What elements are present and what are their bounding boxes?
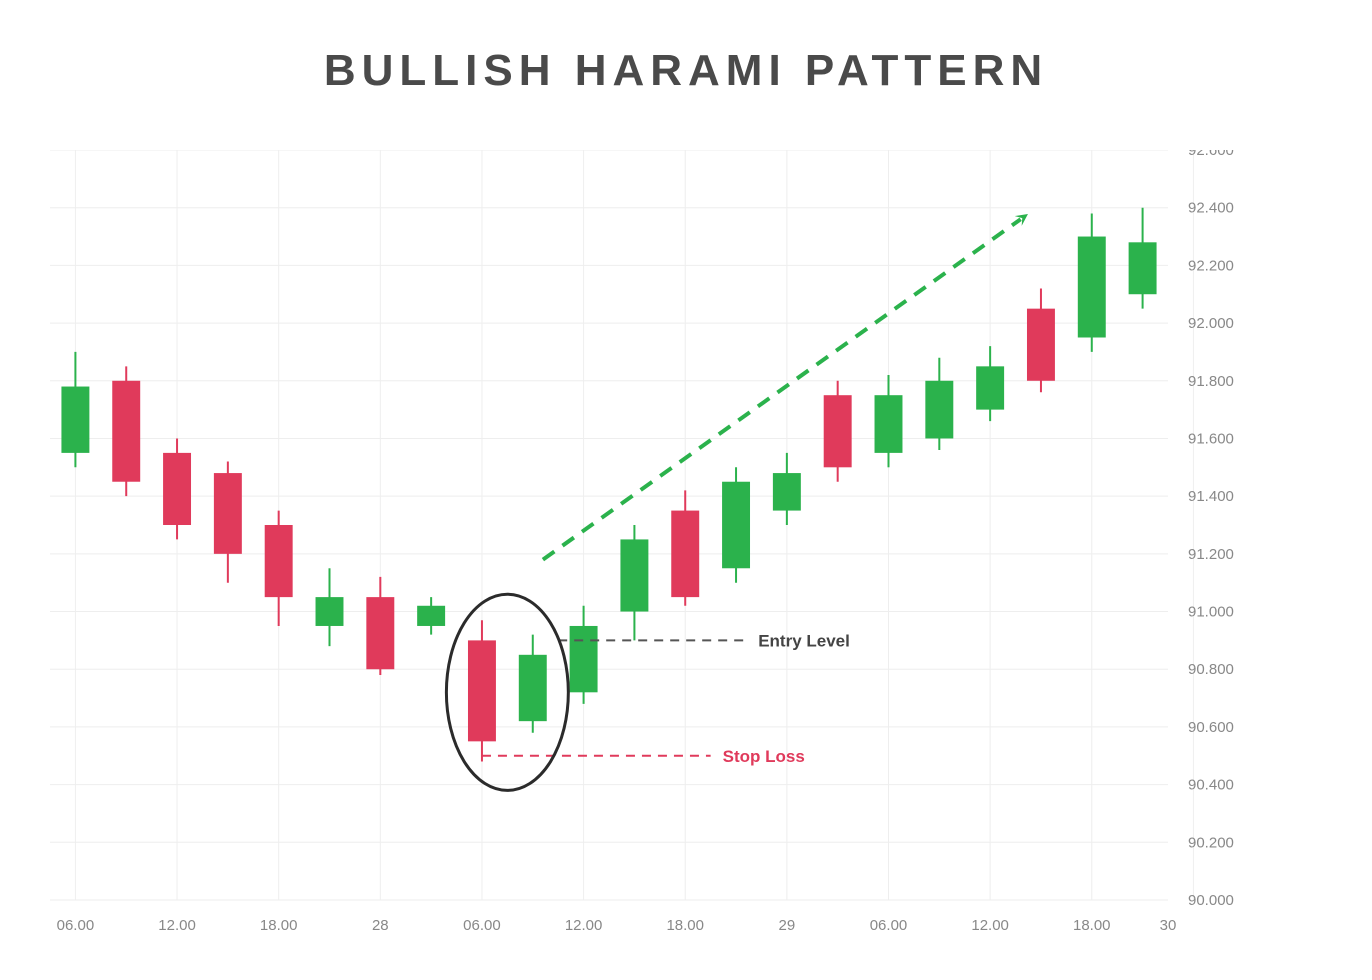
- y-axis: 92.600 92.400 92.200 92.000 91.800 91.600 91.4…: [1188, 150, 1234, 909]
- y-tick-label: 91.000: [1188, 604, 1234, 621]
- x-tick-label: 12.00: [158, 917, 196, 934]
- candle-bear: [163, 453, 191, 525]
- y-tick-label: 92.600: [1188, 150, 1234, 159]
- y-tick-label: 91.800: [1188, 373, 1234, 390]
- candlestick-chart: 92.600 92.400 92.200 92.000 91.800 91.600 91.4…: [50, 150, 1322, 930]
- candle-bull: [61, 387, 89, 453]
- entry-level-label: Entry Level: [758, 631, 850, 650]
- y-tick-label: 90.600: [1188, 719, 1234, 736]
- x-tick-label: 29: [779, 917, 796, 934]
- x-tick-label: 06.00: [870, 917, 908, 934]
- candle-bear: [1027, 309, 1055, 381]
- candle-bull: [1078, 237, 1106, 338]
- candle-bull: [570, 626, 598, 692]
- y-tick-label: 90.800: [1188, 661, 1234, 678]
- x-tick-label: 06.00: [57, 917, 95, 934]
- candle-bear: [366, 597, 394, 669]
- x-axis: 06.00 12.00 18.00 28 06.00 12.00 18.00 29 06.00 1…: [57, 917, 1177, 934]
- y-tick-label: 92.000: [1188, 315, 1234, 332]
- candle-bull: [976, 366, 1004, 409]
- x-tick-label: 18.00: [1073, 917, 1111, 934]
- y-tick-label: 91.200: [1188, 546, 1234, 563]
- x-tick-label: 06.00: [463, 917, 501, 934]
- y-tick-label: 92.400: [1188, 200, 1234, 217]
- candle-bull: [316, 597, 344, 626]
- candle-bull: [620, 539, 648, 611]
- candle-bull: [773, 473, 801, 511]
- candle-bull: [875, 395, 903, 453]
- page-title: BULLISH HARAMI PATTERN: [0, 46, 1372, 96]
- candles: [61, 208, 1156, 762]
- candle-bear: [112, 381, 140, 482]
- candle-bear: [824, 395, 852, 467]
- candle-bear: [214, 473, 242, 554]
- y-tick-label: 90.200: [1188, 834, 1234, 851]
- pattern-circle: [446, 594, 568, 790]
- y-tick-label: 91.400: [1188, 488, 1234, 505]
- y-tick-label: 90.400: [1188, 777, 1234, 794]
- candle-bull: [722, 482, 750, 569]
- x-tick-label: 18.00: [260, 917, 298, 934]
- y-tick-label: 92.200: [1188, 257, 1234, 274]
- y-tick-label: 90.000: [1188, 892, 1234, 909]
- x-tick-label: 18.00: [666, 917, 704, 934]
- stop-loss-label: Stop Loss: [723, 747, 805, 766]
- candle-bull: [417, 606, 445, 626]
- candle-bear: [468, 640, 496, 741]
- candle-bull: [925, 381, 953, 439]
- candle-bull: [519, 655, 547, 721]
- candle-bear: [671, 511, 699, 598]
- x-tick-label: 12.00: [971, 917, 1009, 934]
- chart-svg: 92.600 92.400 92.200 92.000 91.800 91.600 91.4…: [50, 150, 1322, 950]
- x-tick-label: 28: [372, 917, 389, 934]
- x-tick-label: 30: [1160, 917, 1177, 934]
- candle-bear: [265, 525, 293, 597]
- y-tick-label: 91.600: [1188, 430, 1234, 447]
- x-tick-label: 12.00: [565, 917, 603, 934]
- candle-bull: [1129, 242, 1157, 294]
